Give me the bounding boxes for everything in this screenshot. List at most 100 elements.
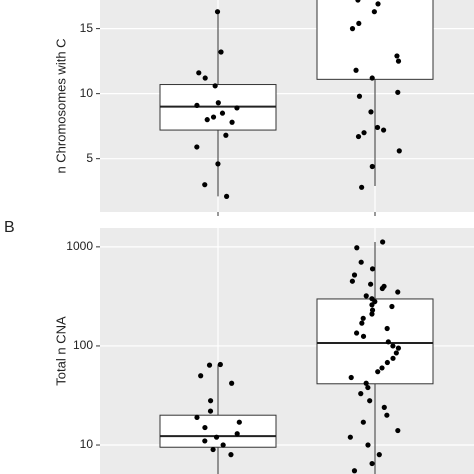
point: [380, 127, 387, 133]
point: [375, 1, 381, 7]
point: [215, 161, 221, 167]
point: [358, 391, 364, 397]
y-tick-label: 1000: [66, 239, 93, 253]
point: [369, 163, 375, 170]
y-tick-label: 100: [73, 338, 93, 352]
point: [198, 373, 204, 379]
point: [371, 9, 377, 15]
y-axis-title: n Chromosomes with C: [53, 38, 68, 173]
point: [351, 468, 358, 474]
point: [234, 105, 240, 111]
point: [206, 362, 213, 368]
box: [159, 414, 277, 448]
point: [218, 49, 224, 55]
point: [379, 365, 385, 371]
point: [355, 133, 362, 140]
panel-label: B: [4, 219, 15, 236]
y-tick-label: 5: [86, 151, 93, 165]
point: [395, 427, 401, 434]
point: [375, 369, 381, 375]
point: [368, 109, 374, 115]
point: [202, 438, 208, 444]
point: [359, 184, 365, 190]
point: [385, 339, 391, 345]
point: [360, 333, 367, 339]
point: [369, 307, 376, 313]
point: [223, 193, 230, 199]
point: [219, 110, 226, 116]
point: [390, 355, 396, 361]
point: [394, 53, 400, 59]
point: [368, 281, 374, 287]
point: [367, 398, 373, 404]
point: [349, 278, 355, 284]
point: [360, 419, 366, 425]
point: [361, 130, 367, 136]
point: [217, 361, 223, 368]
point: [215, 100, 221, 106]
point: [212, 83, 218, 89]
point: [353, 67, 359, 73]
point: [369, 302, 375, 308]
point: [376, 452, 382, 458]
point: [396, 148, 402, 154]
point: [379, 285, 385, 292]
point: [194, 414, 200, 421]
point: [228, 452, 234, 458]
point: [395, 345, 402, 351]
point: [356, 20, 362, 27]
point: [229, 380, 235, 386]
point: [395, 289, 401, 295]
point: [384, 412, 390, 418]
point: [363, 380, 369, 386]
point: [381, 404, 387, 410]
point: [384, 325, 390, 332]
y-axis-title: Total n CNA: [53, 316, 68, 386]
point: [363, 293, 369, 299]
point: [347, 434, 353, 440]
panel: [100, 0, 474, 212]
point: [354, 245, 360, 251]
point: [380, 239, 386, 245]
point: [360, 315, 366, 321]
point: [210, 446, 216, 453]
point: [353, 330, 360, 336]
y-tick-label: 10: [80, 86, 94, 100]
point: [351, 272, 358, 278]
point: [194, 102, 200, 108]
point: [220, 442, 226, 448]
point: [395, 58, 402, 64]
point: [207, 408, 214, 414]
point: [355, 0, 361, 3]
point: [365, 384, 371, 391]
point: [202, 75, 208, 81]
point: [202, 424, 208, 431]
point: [213, 434, 220, 440]
point: [356, 93, 363, 99]
point: [349, 26, 356, 32]
point: [236, 419, 242, 425]
point: [389, 303, 395, 310]
point: [194, 144, 200, 150]
point: [395, 89, 401, 95]
point: [210, 114, 217, 120]
point: [390, 343, 396, 349]
y-tick-label: 10: [80, 437, 94, 451]
point: [202, 182, 208, 188]
point: [369, 460, 375, 467]
point: [365, 442, 371, 448]
point: [234, 431, 240, 437]
y-tick-label: 15: [80, 21, 94, 35]
panel: [100, 228, 474, 474]
point: [359, 320, 365, 326]
point: [223, 132, 229, 138]
point: [196, 70, 202, 76]
point: [369, 266, 376, 272]
point: [393, 350, 399, 356]
point: [214, 9, 221, 15]
point: [348, 374, 354, 381]
point: [207, 398, 214, 404]
box: [316, 298, 434, 385]
point: [369, 311, 375, 317]
